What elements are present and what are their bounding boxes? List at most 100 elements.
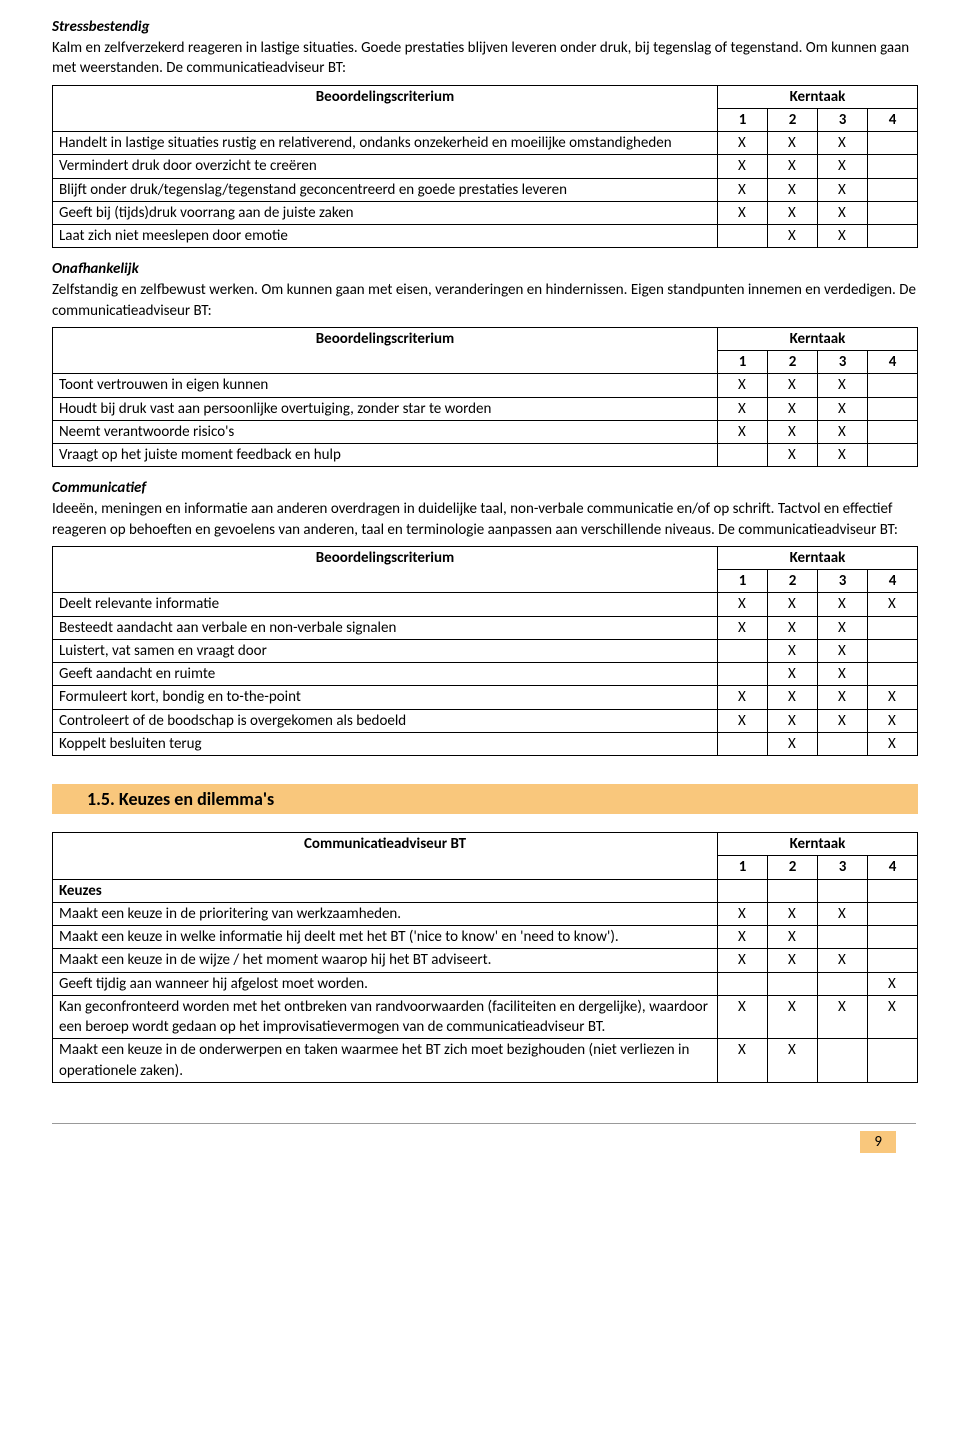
- x-cell: [868, 397, 918, 420]
- x-cell: [818, 1039, 868, 1083]
- footer: 9: [52, 1123, 918, 1153]
- x-cell: [868, 155, 918, 178]
- table-row: Formuleert kort, bondig en to-the-pointX…: [53, 686, 918, 709]
- section-desc: Ideeën, meningen en informatie aan ander…: [52, 499, 918, 540]
- row-text: Houdt bij druk vast aan persoonlijke ove…: [53, 397, 718, 420]
- header-col: 2: [768, 108, 818, 131]
- x-cell: X: [818, 593, 868, 616]
- x-cell: [868, 374, 918, 397]
- x-cell: [868, 178, 918, 201]
- header-col: 3: [818, 570, 868, 593]
- x-cell: X: [718, 1039, 768, 1083]
- x-cell: [868, 1039, 918, 1083]
- x-cell: X: [868, 709, 918, 732]
- criteria-table: BeoordelingscriteriumKerntaak1234Handelt…: [52, 85, 918, 249]
- x-cell: [868, 201, 918, 224]
- x-cell: X: [718, 949, 768, 972]
- x-cell: X: [768, 225, 818, 248]
- criteria-table: BeoordelingscriteriumKerntaak1234Toont v…: [52, 327, 918, 468]
- x-cell: X: [768, 616, 818, 639]
- x-cell: X: [818, 374, 868, 397]
- x-cell: X: [718, 686, 768, 709]
- row-text: Maakt een keuze in de onderwerpen en tak…: [53, 1039, 718, 1083]
- header-col: 3: [818, 108, 868, 131]
- x-cell: X: [718, 397, 768, 420]
- header-col: 1: [718, 351, 768, 374]
- x-cell: X: [718, 995, 768, 1039]
- table-row: Geeft tijdig aan wanneer hij afgelost mo…: [53, 972, 918, 995]
- criteria-table: Communicatieadviseur BTKerntaak1234Keuze…: [52, 832, 918, 1083]
- header-col: 2: [768, 351, 818, 374]
- row-text: Vermindert druk door overzicht te creëre…: [53, 155, 718, 178]
- x-cell: X: [768, 444, 818, 467]
- x-cell: [818, 732, 868, 755]
- table-row: Vermindert druk door overzicht te creëre…: [53, 155, 918, 178]
- table-row: Maakt een keuze in welke informatie hij …: [53, 926, 918, 949]
- empty-cell: [718, 879, 768, 902]
- x-cell: X: [718, 902, 768, 925]
- row-text: Vraagt op het juiste moment feedback en …: [53, 444, 718, 467]
- table-row: Kan geconfronteerd worden met het ontbre…: [53, 995, 918, 1039]
- x-cell: X: [768, 709, 818, 732]
- table-row: Neemt verantwoorde risico'sXXX: [53, 420, 918, 443]
- x-cell: X: [818, 155, 868, 178]
- header-col: 2: [768, 856, 818, 879]
- x-cell: [818, 972, 868, 995]
- empty-cell: [868, 879, 918, 902]
- x-cell: X: [768, 902, 818, 925]
- x-cell: [818, 926, 868, 949]
- group-label: Keuzes: [53, 879, 718, 902]
- x-cell: [718, 639, 768, 662]
- header-col: 3: [818, 351, 868, 374]
- table-row: Deelt relevante informatieXXXX: [53, 593, 918, 616]
- row-text: Maakt een keuze in de wijze / het moment…: [53, 949, 718, 972]
- x-cell: X: [768, 639, 818, 662]
- row-text: Controleert of de boodschap is overgekom…: [53, 709, 718, 732]
- row-text: Deelt relevante informatie: [53, 593, 718, 616]
- x-cell: X: [818, 639, 868, 662]
- table-row: Laat zich niet meeslepen door emotie XX: [53, 225, 918, 248]
- x-cell: X: [818, 663, 868, 686]
- header-kerntaak: Kerntaak: [718, 833, 918, 856]
- x-cell: X: [768, 397, 818, 420]
- x-cell: [718, 972, 768, 995]
- table-row: Maakt een keuze in de prioritering van w…: [53, 902, 918, 925]
- x-cell: X: [718, 616, 768, 639]
- x-cell: X: [818, 420, 868, 443]
- section-title: Stressbestendig: [52, 18, 918, 36]
- row-text: Blijft onder druk/tegenslag/tegenstand g…: [53, 178, 718, 201]
- x-cell: X: [768, 420, 818, 443]
- table-row: Blijft onder druk/tegenslag/tegenstand g…: [53, 178, 918, 201]
- x-cell: [718, 663, 768, 686]
- x-cell: [868, 639, 918, 662]
- table-row: Geeft bij (tijds)druk voorrang aan de ju…: [53, 201, 918, 224]
- x-cell: [868, 420, 918, 443]
- x-cell: X: [768, 178, 818, 201]
- row-text: Handelt in lastige situaties rustig en r…: [53, 132, 718, 155]
- row-text: Laat zich niet meeslepen door emotie: [53, 225, 718, 248]
- table-row: Geeft aandacht en ruimteXX: [53, 663, 918, 686]
- x-cell: X: [768, 732, 818, 755]
- x-cell: X: [718, 374, 768, 397]
- x-cell: [868, 444, 918, 467]
- empty-cell: [768, 879, 818, 902]
- table-row: Vraagt op het juiste moment feedback en …: [53, 444, 918, 467]
- x-cell: [868, 949, 918, 972]
- section-title: Onafhankelijk: [52, 260, 918, 278]
- x-cell: [868, 616, 918, 639]
- x-cell: X: [768, 132, 818, 155]
- x-cell: X: [818, 709, 868, 732]
- row-text: Maakt een keuze in de prioritering van w…: [53, 902, 718, 925]
- header-col: 2: [768, 570, 818, 593]
- x-cell: X: [818, 225, 868, 248]
- row-text: Geeft tijdig aan wanneer hij afgelost mo…: [53, 972, 718, 995]
- x-cell: X: [768, 663, 818, 686]
- row-text: Formuleert kort, bondig en to-the-point: [53, 686, 718, 709]
- header-criterium: Beoordelingscriterium: [53, 327, 718, 374]
- x-cell: [868, 663, 918, 686]
- x-cell: X: [718, 420, 768, 443]
- row-text: Maakt een keuze in welke informatie hij …: [53, 926, 718, 949]
- header-col: 4: [868, 570, 918, 593]
- x-cell: X: [718, 132, 768, 155]
- row-text: Toont vertrouwen in eigen kunnen: [53, 374, 718, 397]
